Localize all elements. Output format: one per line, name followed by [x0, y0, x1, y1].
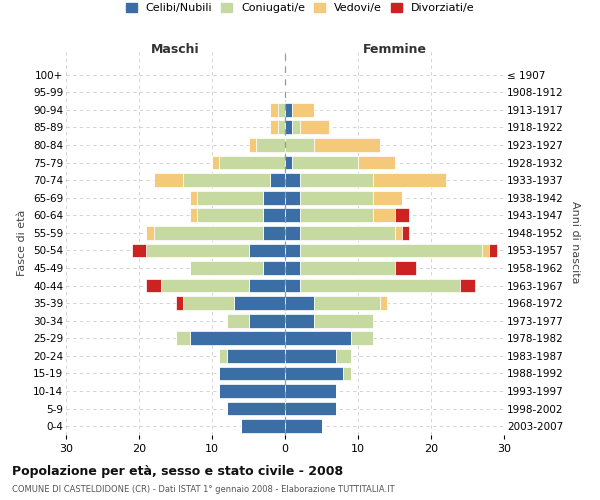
Bar — [285, 191, 299, 204]
Bar — [380, 296, 387, 310]
Bar — [190, 261, 263, 275]
Bar — [285, 314, 314, 328]
Bar — [227, 349, 285, 362]
Bar — [154, 173, 183, 187]
Bar — [299, 261, 395, 275]
Bar — [212, 156, 220, 170]
Bar — [285, 244, 299, 258]
Bar — [263, 208, 285, 222]
Bar — [190, 332, 285, 345]
Bar — [285, 120, 292, 134]
Bar — [183, 296, 234, 310]
Bar — [146, 226, 154, 239]
Bar — [248, 314, 285, 328]
Bar — [292, 156, 358, 170]
Bar — [373, 208, 395, 222]
Bar — [227, 314, 248, 328]
Bar — [490, 244, 497, 258]
Bar — [220, 156, 285, 170]
Bar — [343, 366, 350, 380]
Bar — [234, 296, 285, 310]
Bar — [263, 226, 285, 239]
Bar — [299, 120, 329, 134]
Bar — [285, 366, 343, 380]
Bar — [460, 278, 475, 292]
Bar — [285, 278, 299, 292]
Text: COMUNE DI CASTELDIDONE (CR) - Dati ISTAT 1° gennaio 2008 - Elaborazione TUTTITAL: COMUNE DI CASTELDIDONE (CR) - Dati ISTAT… — [12, 485, 395, 494]
Bar — [292, 120, 299, 134]
Bar — [299, 173, 373, 187]
Bar — [248, 278, 285, 292]
Bar — [285, 208, 299, 222]
Bar — [299, 191, 373, 204]
Bar — [373, 173, 446, 187]
Bar — [263, 261, 285, 275]
Bar — [314, 314, 373, 328]
Legend: Celibi/Nubili, Coniugati/e, Vedovi/e, Divorziati/e: Celibi/Nubili, Coniugati/e, Vedovi/e, Di… — [124, 0, 476, 16]
Bar — [146, 244, 248, 258]
Bar — [154, 226, 263, 239]
Bar — [395, 208, 409, 222]
Bar — [227, 402, 285, 415]
Bar — [278, 103, 285, 117]
Bar — [132, 244, 146, 258]
Y-axis label: Anni di nascita: Anni di nascita — [570, 201, 580, 284]
Bar — [285, 332, 350, 345]
Bar — [183, 173, 271, 187]
Bar — [395, 261, 416, 275]
Bar — [285, 138, 314, 152]
Bar — [482, 244, 490, 258]
Bar — [285, 349, 336, 362]
Bar — [263, 191, 285, 204]
Bar — [220, 349, 227, 362]
Bar — [161, 278, 248, 292]
Bar — [395, 226, 402, 239]
Bar — [292, 103, 314, 117]
Bar — [197, 208, 263, 222]
Bar — [256, 138, 285, 152]
Bar — [146, 278, 161, 292]
Bar — [402, 226, 409, 239]
Bar — [285, 103, 292, 117]
Bar — [314, 296, 380, 310]
Bar — [299, 278, 460, 292]
Bar — [299, 244, 482, 258]
Text: Maschi: Maschi — [151, 43, 200, 56]
Bar — [285, 173, 299, 187]
Bar — [350, 332, 373, 345]
Bar — [176, 332, 190, 345]
Bar — [271, 103, 278, 117]
Text: Popolazione per età, sesso e stato civile - 2008: Popolazione per età, sesso e stato civil… — [12, 464, 343, 477]
Bar — [176, 296, 183, 310]
Bar — [248, 244, 285, 258]
Bar — [285, 156, 292, 170]
Bar — [285, 420, 322, 433]
Y-axis label: Fasce di età: Fasce di età — [17, 210, 28, 276]
Bar — [358, 156, 395, 170]
Bar — [285, 296, 314, 310]
Bar — [299, 226, 395, 239]
Bar — [285, 402, 336, 415]
Bar — [271, 173, 285, 187]
Bar — [299, 208, 373, 222]
Bar — [220, 384, 285, 398]
Bar — [220, 366, 285, 380]
Bar — [285, 261, 299, 275]
Bar — [190, 191, 197, 204]
Bar — [314, 138, 380, 152]
Bar — [197, 191, 263, 204]
Bar — [190, 208, 197, 222]
Bar — [373, 191, 402, 204]
Bar — [271, 120, 278, 134]
Bar — [248, 138, 256, 152]
Bar — [285, 226, 299, 239]
Bar — [278, 120, 285, 134]
Bar — [336, 349, 351, 362]
Bar — [241, 420, 285, 433]
Bar — [285, 384, 336, 398]
Text: Femmine: Femmine — [362, 43, 427, 56]
